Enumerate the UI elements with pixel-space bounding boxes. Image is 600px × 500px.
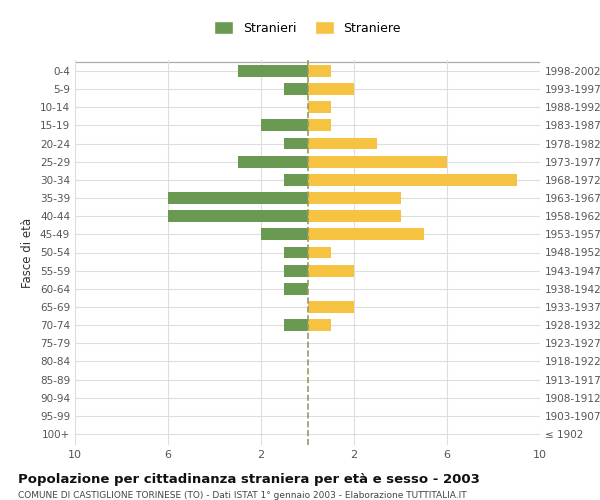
Bar [308, 246, 331, 258]
Bar [284, 174, 308, 186]
Bar [284, 246, 308, 258]
Text: COMUNE DI CASTIGLIONE TORINESE (TO) - Dati ISTAT 1° gennaio 2003 - Elaborazione : COMUNE DI CASTIGLIONE TORINESE (TO) - Da… [18, 491, 467, 500]
Bar [308, 138, 377, 149]
Legend: Stranieri, Straniere: Stranieri, Straniere [209, 16, 406, 40]
Text: Popolazione per cittadinanza straniera per età e sesso - 2003: Popolazione per cittadinanza straniera p… [18, 472, 480, 486]
Bar [284, 265, 308, 276]
Bar [168, 210, 308, 222]
Bar [308, 102, 331, 113]
Bar [308, 156, 447, 168]
Bar [261, 120, 308, 132]
Bar [261, 228, 308, 240]
Bar [308, 65, 331, 77]
Bar [308, 265, 354, 276]
Bar [308, 301, 354, 313]
Bar [284, 83, 308, 95]
Y-axis label: Fasce di età: Fasce di età [22, 218, 34, 288]
Bar [308, 192, 401, 204]
Bar [308, 120, 331, 132]
Bar [284, 138, 308, 149]
Bar [308, 83, 354, 95]
Bar [284, 283, 308, 294]
Bar [308, 174, 517, 186]
Bar [308, 319, 331, 331]
Bar [238, 65, 308, 77]
Bar [284, 319, 308, 331]
Bar [308, 210, 401, 222]
Bar [308, 228, 424, 240]
Bar [168, 192, 308, 204]
Bar [238, 156, 308, 168]
